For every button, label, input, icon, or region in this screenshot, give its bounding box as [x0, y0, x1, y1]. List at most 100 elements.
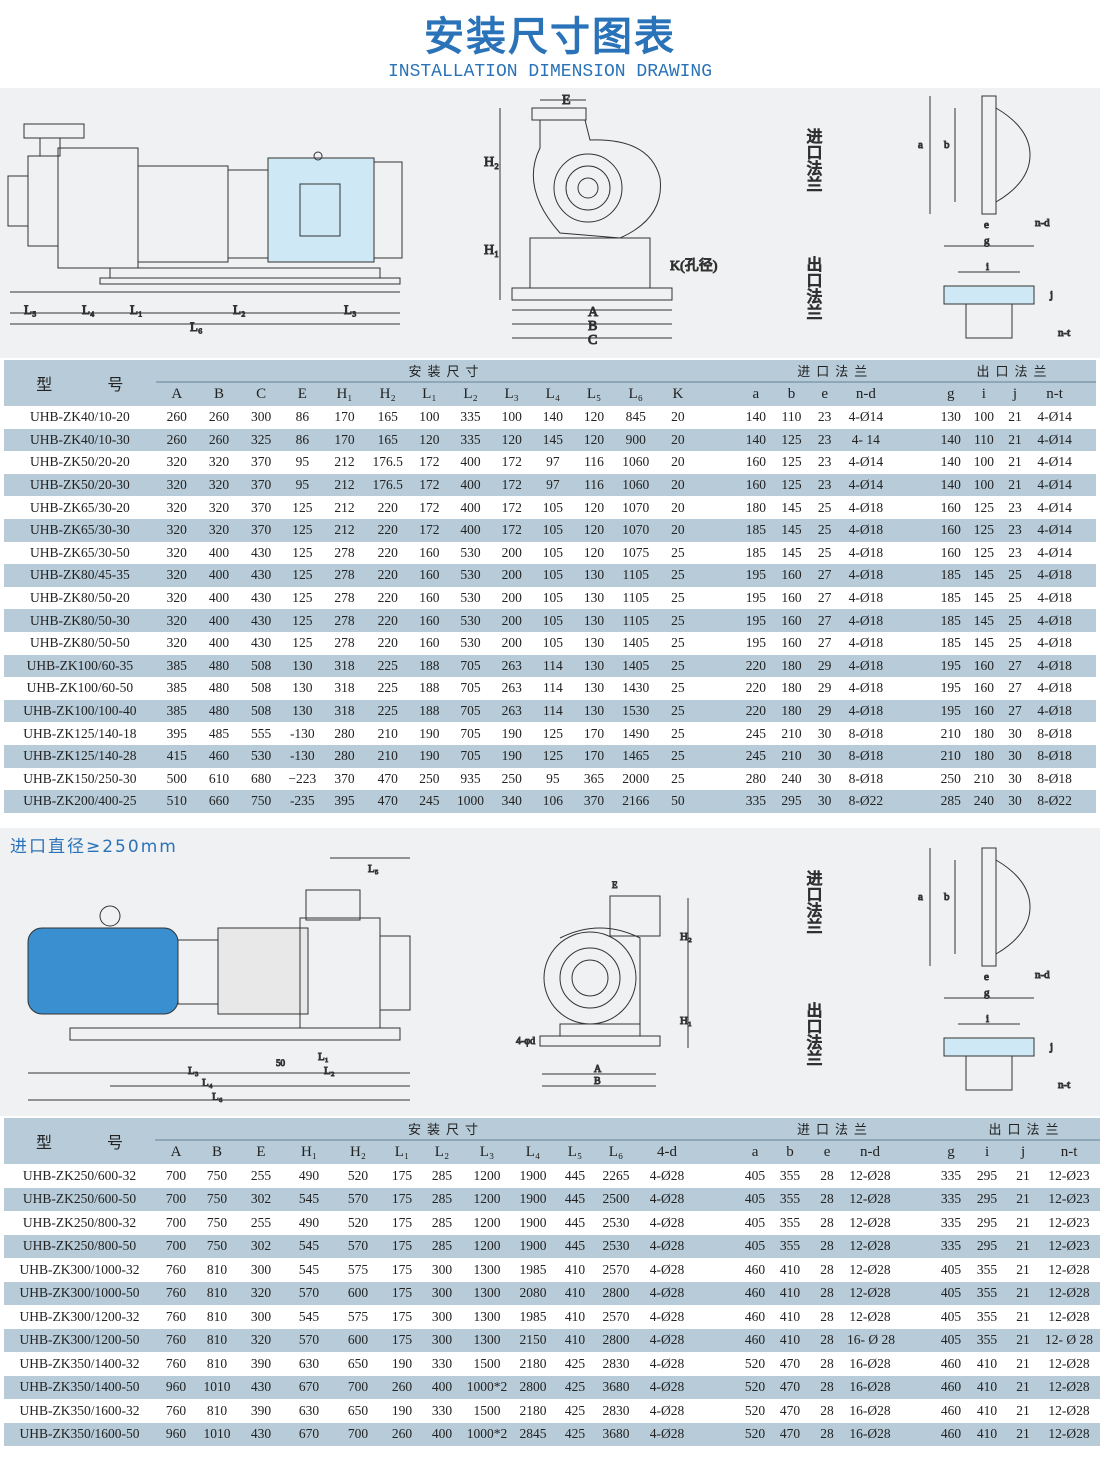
value-cell: 900	[614, 428, 657, 452]
column-header: e	[808, 382, 841, 406]
value-cell: 160	[940, 544, 961, 560]
value-cell: 220	[737, 699, 775, 723]
value-cell: 29	[808, 699, 841, 723]
page-subtitle: INSTALLATION DIMENSION DRAWING	[387, 62, 713, 82]
value-cell: 355	[976, 1308, 998, 1324]
table-row: UHB-ZK80/50-30 320 400 430 125 278 220 160 530 20…	[4, 609, 1096, 632]
value-cell: 160	[419, 544, 440, 560]
spacer	[1097, 1328, 1100, 1352]
value-cell: 260	[383, 1422, 421, 1446]
value-cell: 25	[671, 635, 685, 651]
dim2-label-h2: H₂	[680, 931, 692, 943]
value-cell: 23	[1008, 544, 1022, 560]
value-cell: 125	[532, 744, 574, 768]
spacer	[697, 1164, 737, 1188]
value-cell: 210	[781, 725, 802, 741]
value-cell: 470	[779, 1355, 801, 1371]
value-cell: 105	[542, 499, 563, 515]
value-cell: 425	[555, 1422, 595, 1446]
value-cell: 405	[933, 1328, 970, 1352]
value-cell: 1105	[622, 590, 649, 606]
value-cell: 2830	[602, 1402, 630, 1418]
inlet-flange-drawing	[929, 95, 1031, 215]
spacer	[1079, 451, 1096, 474]
value-cell: 160	[968, 699, 1000, 723]
value-cell: 120	[573, 518, 615, 542]
table-row: UHB-ZK40/10-30 260 260 325 86 170 165 120 335 120…	[4, 428, 1096, 452]
value-cell: 145	[532, 428, 574, 452]
value-cell: 4-Ø28	[649, 1167, 685, 1183]
value-cell: 410	[976, 1355, 998, 1371]
value-cell: 4-Ø28	[637, 1422, 697, 1446]
value-cell: 21	[1005, 1281, 1042, 1305]
value-cell: 760	[155, 1281, 197, 1305]
spacer	[1078, 744, 1096, 768]
column-header: A	[155, 1140, 197, 1164]
value-cell: 335	[737, 790, 775, 813]
value-cell: 1300	[463, 1281, 511, 1305]
spacer	[893, 1258, 933, 1282]
value-cell: 125	[781, 454, 802, 470]
value-cell: 4-Ø14	[1030, 428, 1079, 452]
column-header: E	[237, 1140, 285, 1164]
value-cell: 1900	[511, 1187, 555, 1211]
spacer	[1079, 406, 1096, 429]
value-cell: 285	[431, 1214, 453, 1230]
value-cell: 145	[781, 544, 802, 560]
value-cell: 400	[460, 454, 481, 470]
value-cell: 160	[781, 590, 802, 606]
value-cell: 4-Ø18	[840, 518, 891, 542]
value-cell: 2800	[595, 1281, 637, 1305]
value-cell: 370	[573, 790, 615, 813]
model-header: 型 号	[4, 1118, 155, 1164]
value-cell: 240	[968, 790, 1000, 813]
model-cell: UHB-ZK50/20-20	[29, 454, 130, 470]
value-cell: 750	[197, 1187, 237, 1211]
column-header: L₂	[421, 1140, 463, 1164]
value-cell: 320	[166, 499, 187, 515]
value-cell: 4-Ø28	[637, 1375, 697, 1399]
spacer	[697, 1187, 738, 1211]
spacer	[1078, 382, 1096, 406]
value-cell: 220	[377, 499, 398, 515]
value-cell: 750	[206, 1214, 228, 1230]
value-cell: 4-Ø28	[649, 1308, 685, 1324]
value-cell: 200	[491, 609, 533, 632]
value-cell: 570	[285, 1328, 333, 1352]
value-cell: 285	[431, 1167, 453, 1183]
value-cell: 390	[250, 1355, 272, 1371]
value-cell: 1985	[519, 1261, 547, 1277]
value-cell: 460	[197, 744, 241, 768]
value-cell: 445	[555, 1187, 595, 1211]
value-cell: 16- Ø 28	[847, 1328, 895, 1352]
value-cell: 700	[333, 1422, 383, 1446]
value-cell: 195	[745, 590, 766, 606]
value-cell: 335	[933, 1234, 970, 1258]
value-cell: 575	[347, 1308, 369, 1324]
value-cell: 125	[968, 518, 1000, 542]
model-cell: UHB-ZK250/800-32	[22, 1214, 137, 1230]
value-cell: 445	[564, 1167, 586, 1183]
spacer	[1078, 473, 1096, 497]
value-cell: 20	[656, 518, 700, 542]
value-cell: 175	[383, 1281, 421, 1305]
value-cell: 130	[573, 699, 615, 723]
value-cell: 260	[166, 409, 187, 425]
model-cell: UHB-ZK100/60-50	[26, 680, 134, 696]
value-cell: 470	[779, 1402, 801, 1418]
value-cell: 610	[208, 770, 230, 786]
value-cell: 180	[968, 744, 1000, 768]
value-cell: 260	[383, 1375, 421, 1399]
value-cell: 4-Ø18	[848, 680, 884, 696]
value-cell: 114	[532, 654, 574, 678]
value-cell: 30	[1008, 725, 1022, 741]
value-cell: 285	[421, 1187, 463, 1211]
value-cell: 295	[969, 1234, 1006, 1258]
value-cell: 370	[251, 499, 272, 515]
value-cell: 400	[421, 1375, 463, 1399]
value-cell: 490	[298, 1214, 320, 1230]
spacer	[697, 1234, 738, 1258]
value-cell: 20	[656, 473, 700, 497]
table-row: UHB-ZK300/1200-32 760 810 300 545 575 175 300 13…	[4, 1305, 1100, 1329]
value-cell: 130	[282, 654, 323, 678]
